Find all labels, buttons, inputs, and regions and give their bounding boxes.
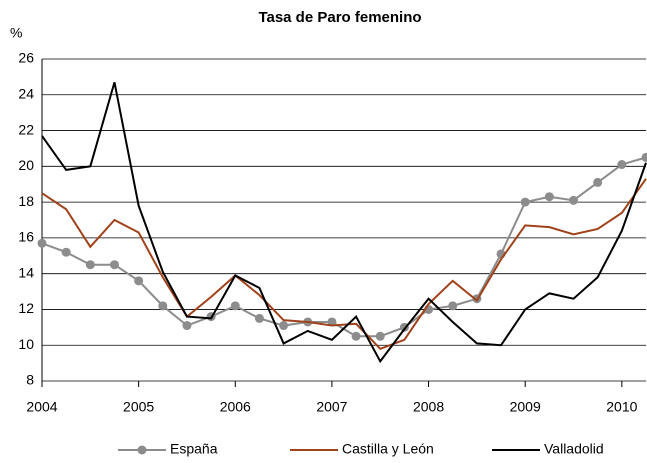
- point: [85, 260, 95, 270]
- y-tick-label: 14: [18, 264, 34, 280]
- point: [254, 313, 264, 323]
- point: [37, 238, 47, 248]
- y-tick-label: 10: [18, 336, 34, 352]
- point: [61, 247, 71, 257]
- y-tick-label: 24: [18, 85, 34, 101]
- x-tick-label: 2010: [606, 399, 637, 415]
- y-tick-label: 8: [26, 372, 34, 388]
- point: [520, 197, 530, 207]
- point: [158, 301, 168, 311]
- point: [617, 160, 627, 170]
- point: [375, 331, 385, 341]
- legend-label: Valladolid: [544, 441, 604, 457]
- y-tick-label: 20: [18, 157, 34, 173]
- x-tick-label: 2007: [316, 399, 347, 415]
- legend-marker: [137, 445, 147, 455]
- y-tick-label: 12: [18, 300, 34, 316]
- series-line: [41, 178, 647, 350]
- y-axis-label: %: [10, 25, 22, 41]
- x-tick-label: 2008: [413, 399, 444, 415]
- chart-title: Tasa de Paro femenino: [258, 9, 421, 26]
- point: [230, 301, 240, 311]
- x-tick-label: 2009: [510, 399, 541, 415]
- y-tick-label: 22: [18, 121, 34, 137]
- point: [134, 276, 144, 286]
- x-tick-label: 2004: [26, 399, 57, 415]
- legend-label: España: [170, 441, 218, 457]
- y-tick-label: 18: [18, 193, 34, 209]
- series-line: [41, 81, 647, 364]
- point: [544, 192, 554, 202]
- y-tick-label: 16: [18, 229, 34, 245]
- legend-label: Castilla y León: [342, 441, 434, 457]
- x-tick-label: 2005: [123, 399, 154, 415]
- point: [109, 260, 119, 270]
- point: [641, 152, 647, 162]
- point: [448, 301, 458, 311]
- point: [351, 331, 361, 341]
- point: [569, 195, 579, 205]
- y-tick-label: 26: [18, 50, 34, 66]
- x-tick-label: 2006: [220, 399, 251, 415]
- point: [182, 321, 192, 331]
- point: [279, 321, 289, 331]
- point: [593, 177, 603, 187]
